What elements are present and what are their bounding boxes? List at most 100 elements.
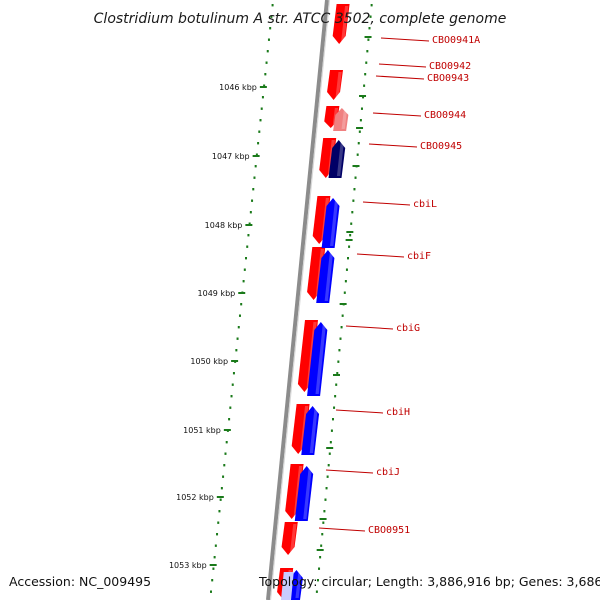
- feature-dot: [324, 498, 327, 501]
- reverse-gene-dark-shade: [336, 142, 344, 176]
- reverse-gene-shade: [309, 408, 318, 453]
- feature-dot: [319, 556, 322, 559]
- feature-dot: [320, 544, 323, 547]
- feature-dot: [350, 222, 353, 225]
- reverse-gene-dark: [328, 140, 346, 178]
- scale-dot: [257, 142, 260, 145]
- gene-label: CBO0945: [420, 141, 462, 152]
- scale-dot: [220, 487, 223, 490]
- gene-label: cbiL: [413, 199, 437, 210]
- label-leader-line: [378, 63, 427, 68]
- scale-dot: [225, 441, 228, 444]
- reverse-gene-shade: [324, 252, 334, 301]
- scale-dot: [224, 452, 227, 455]
- backbone-line: [266, 0, 329, 600]
- feature-dot: [352, 199, 355, 202]
- feature-dot: [331, 418, 334, 421]
- scale-dot: [216, 533, 219, 536]
- gene-label: cbiF: [407, 251, 431, 262]
- reverse-gene: [307, 322, 328, 396]
- reverse-gene: [316, 250, 335, 303]
- feature-dot: [348, 245, 351, 248]
- gene-label: cbiH: [386, 407, 410, 418]
- kbp-tick-label: 1047 kbp: [212, 152, 250, 161]
- feature-dot: [359, 119, 362, 122]
- forward-gene: [327, 70, 343, 100]
- kbp-tick-label: 1052 kbp: [176, 493, 214, 502]
- feature-dot: [369, 15, 372, 18]
- label-leader-line: [335, 409, 384, 414]
- forward-gene: [281, 522, 298, 555]
- reverse-gene-shade: [330, 200, 339, 246]
- feature-dot: [322, 521, 325, 524]
- label-leader-line: [372, 112, 422, 117]
- feature-dot: [323, 510, 326, 513]
- scale-dot: [265, 61, 268, 64]
- scale-dot: [255, 153, 258, 156]
- feature-dot: [365, 61, 368, 64]
- forward-gene-shade: [290, 524, 297, 553]
- gene-label: CBO0941A: [432, 35, 480, 46]
- gene-label: CBO0951: [368, 525, 410, 536]
- scale-dot: [251, 199, 254, 202]
- scale-dot: [236, 337, 239, 340]
- kbp-tick-label: 1053 kbp: [169, 561, 207, 570]
- scale-dot: [240, 303, 243, 306]
- scale-dot: [264, 73, 267, 76]
- scale-dot: [213, 556, 216, 559]
- scale-dot: [212, 567, 215, 570]
- kbp-tick-label: 1046 kbp: [219, 83, 257, 92]
- feature-dot: [340, 326, 343, 329]
- feature-dot: [341, 314, 344, 317]
- scale-dot: [237, 326, 240, 329]
- reverse-gene: [294, 466, 314, 521]
- accession-text: Accession: NC_009495: [9, 574, 151, 589]
- kbp-tick-label: 1049 kbp: [198, 289, 236, 298]
- feature-dot: [347, 257, 350, 260]
- feature-dot: [339, 337, 342, 340]
- reverse-gene: [321, 198, 340, 248]
- backbone-highlight: [269, 0, 331, 600]
- scale-dot: [259, 119, 262, 122]
- feature-dot: [367, 38, 370, 41]
- forward-gene: [307, 247, 326, 300]
- scale-dot: [271, 4, 274, 7]
- scale-dot: [238, 314, 241, 317]
- scale-dot: [260, 107, 263, 110]
- feature-dot: [349, 234, 352, 237]
- topology-text: Topology: circular; Length: 3,886,916 bp…: [258, 574, 600, 589]
- feature-dot: [333, 406, 336, 409]
- scale-dot: [218, 510, 221, 513]
- scale-dot: [223, 464, 226, 467]
- forward-gene-shade: [335, 72, 342, 98]
- label-leader-line: [345, 325, 394, 330]
- scale-dot: [209, 590, 212, 593]
- scale-dot: [252, 188, 255, 191]
- feature-dot: [327, 464, 330, 467]
- feature-dot: [344, 280, 347, 283]
- feature-dot: [351, 211, 354, 214]
- feature-dot: [330, 429, 333, 432]
- feature-dot: [334, 395, 337, 398]
- forward-gene-shade: [341, 6, 349, 42]
- scale-dot: [230, 395, 233, 398]
- map-title: Clostridium botulinum A str. ATCC 3502, …: [94, 11, 507, 27]
- scale-dot: [214, 544, 217, 547]
- feature-dot: [325, 487, 328, 490]
- feature-dot: [316, 579, 319, 582]
- gene-label: CBO0943: [427, 73, 469, 84]
- scale-dot: [245, 257, 248, 260]
- label-leader-line: [362, 201, 411, 206]
- scale-dot: [267, 38, 270, 41]
- feature-dot: [353, 188, 356, 191]
- scale-dot: [254, 165, 257, 168]
- label-leader-line: [356, 253, 405, 258]
- scale-dot: [231, 383, 234, 386]
- label-leader-line: [368, 143, 418, 148]
- feature-dot: [358, 130, 361, 133]
- forward-gene: [332, 4, 350, 44]
- feature-dot: [356, 153, 359, 156]
- scale-dot: [269, 27, 272, 30]
- feature-dot: [362, 96, 365, 99]
